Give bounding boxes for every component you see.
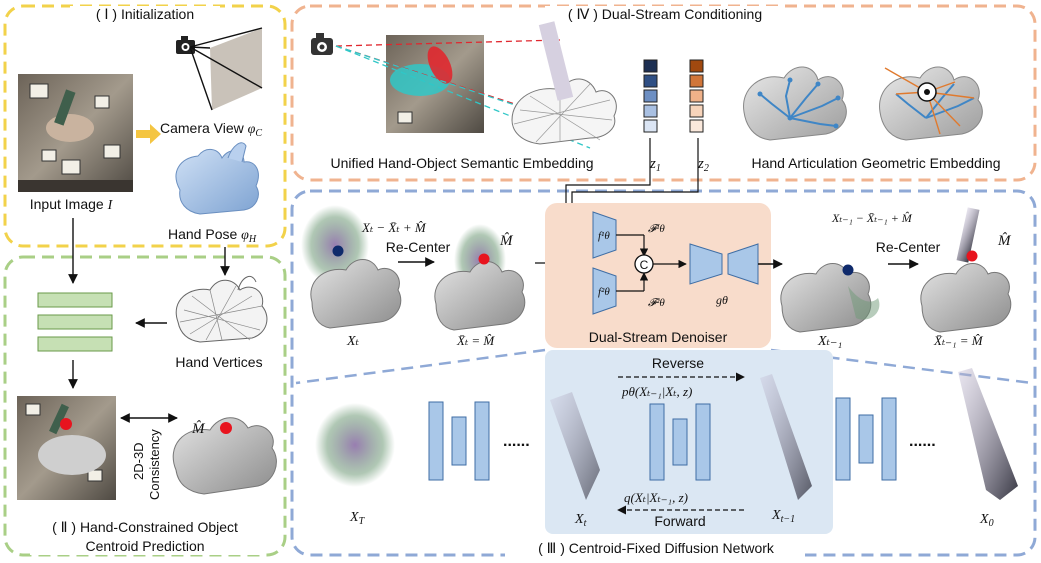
input-image (18, 74, 133, 192)
camera-icon (176, 36, 195, 54)
articulation-hand-blue (743, 66, 847, 141)
hand-object-wireframe (511, 21, 617, 145)
xt-bottom-cloud (550, 392, 600, 500)
z2-cell-5 (689, 119, 704, 133)
z1-cell-4 (643, 104, 658, 118)
f2-label: f²θ (598, 286, 610, 298)
camera-icon-conditioning (311, 33, 333, 55)
recenter-label-2: Re-Center (876, 239, 941, 255)
z2-embedding (689, 59, 704, 133)
camera-view-label: Camera View φC (160, 120, 262, 139)
recenter-label-1: Re-Center (386, 239, 451, 255)
x0-label: X0 (979, 512, 994, 529)
panel-4-title: ( Ⅳ ) Dual-Stream Conditioning (568, 6, 762, 22)
unet-glyph-2 (649, 403, 711, 481)
reverse-forward-box (545, 350, 833, 534)
p-formula: pθ(Xₜ₋₁|Xₜ, z) (621, 384, 692, 399)
hand-pose-label: Hand Pose φH (168, 226, 257, 245)
f1-block (592, 211, 617, 259)
z1-embedding (643, 59, 658, 133)
reverse-label: Reverse (652, 355, 704, 371)
semantic-projection-image (386, 35, 484, 133)
panel-1-title: ( Ⅰ ) Initialization (96, 6, 194, 22)
mlp-blocks (37, 292, 113, 352)
articulation-hand-orange (879, 66, 983, 141)
g-label: gθ (716, 293, 728, 307)
predicted-centroid-image (17, 396, 116, 500)
hand-object-3d (172, 417, 277, 495)
z1-cell-1 (643, 59, 658, 73)
m-hat-label-left: M̂ (191, 421, 206, 437)
z1-cell-3 (643, 89, 658, 103)
m-hat-label-1: M̂ (499, 233, 514, 249)
z2-cell-3 (689, 89, 704, 103)
hand-vertices-label: Hand Vertices (175, 354, 262, 370)
xt-noisy-hand (301, 205, 402, 329)
z2-cell-4 (689, 104, 704, 118)
z1-cell-5 (643, 119, 658, 133)
f2-block (592, 267, 617, 315)
init-to-camera-arrow (136, 124, 161, 144)
unet-glyph-3 (835, 397, 897, 481)
xt-bottom-label: Xt (574, 512, 587, 529)
forward-label: Forward (654, 513, 705, 529)
z2-cell-1 (689, 59, 704, 73)
xt-label: Xₜ (346, 334, 360, 349)
m-hat-label-2: M̂ (997, 233, 1012, 249)
x0-clean-cloud (958, 368, 1018, 500)
z1-label: z1 (649, 156, 661, 174)
xT-label: XT (349, 510, 366, 527)
xt1-hand (780, 263, 880, 333)
xt1-bottom-cloud (760, 374, 812, 500)
xt1-mean-label: X̄ₜ₋₁ = M̂ (933, 333, 984, 348)
hand-pose-mesh (175, 142, 259, 215)
geometric-embedding-label: Hand Articulation Geometric Embedding (751, 155, 1000, 171)
consistency-label-line2: Consistency (147, 429, 162, 500)
z2-cell-2 (689, 74, 704, 88)
xt-centered-hand (434, 224, 526, 331)
F2-label: 𝓕²θ (648, 297, 665, 309)
recenter-formula-1: Xₜ − X̄ₜ + M̂ (361, 220, 427, 235)
g-block (689, 243, 723, 285)
panel-2-title-line2: Centroid Prediction (85, 538, 204, 554)
input-image-label: Input Image I (30, 196, 114, 213)
panel-3-title: ( Ⅲ ) Centroid-Fixed Diffusion Network (538, 540, 775, 556)
xT-noise-cloud (315, 403, 395, 487)
xt-mean-label: X̄ₜ = M̂ (456, 333, 495, 348)
concat-label: C (640, 258, 649, 272)
q-formula: q(Xₜ|Xₜ₋₁, z) (624, 490, 688, 505)
F1-label: 𝓕¹θ (648, 223, 665, 235)
xt1-centered-hand (920, 207, 1012, 333)
dots-2: ...... (909, 433, 936, 450)
z1-cell-2 (643, 74, 658, 88)
dots-1: ...... (503, 433, 530, 450)
z2-label: z2 (697, 156, 709, 174)
f1-label: f¹θ (598, 230, 610, 242)
unet-glyph-1 (428, 401, 490, 481)
xt1-label: Xₜ₋₁ (817, 334, 842, 349)
consistency-label-line1: 2D-3D (131, 442, 146, 480)
hand-vertices-wireframe (175, 275, 268, 343)
red-centroid-dot (60, 418, 72, 430)
xt1-bottom-label: Xt−1 (771, 508, 795, 525)
recenter-formula-2: Xₜ₋₁ − X̄ₜ₋₁ + M̂ (831, 211, 913, 225)
panel-2-title-line1: ( Ⅱ ) Hand-Constrained Object (52, 519, 238, 535)
unified-embedding-label: Unified Hand-Object Semantic Embedding (330, 155, 593, 171)
denoiser-label: Dual-Stream Denoiser (589, 329, 728, 345)
camera-frustum (189, 27, 263, 111)
